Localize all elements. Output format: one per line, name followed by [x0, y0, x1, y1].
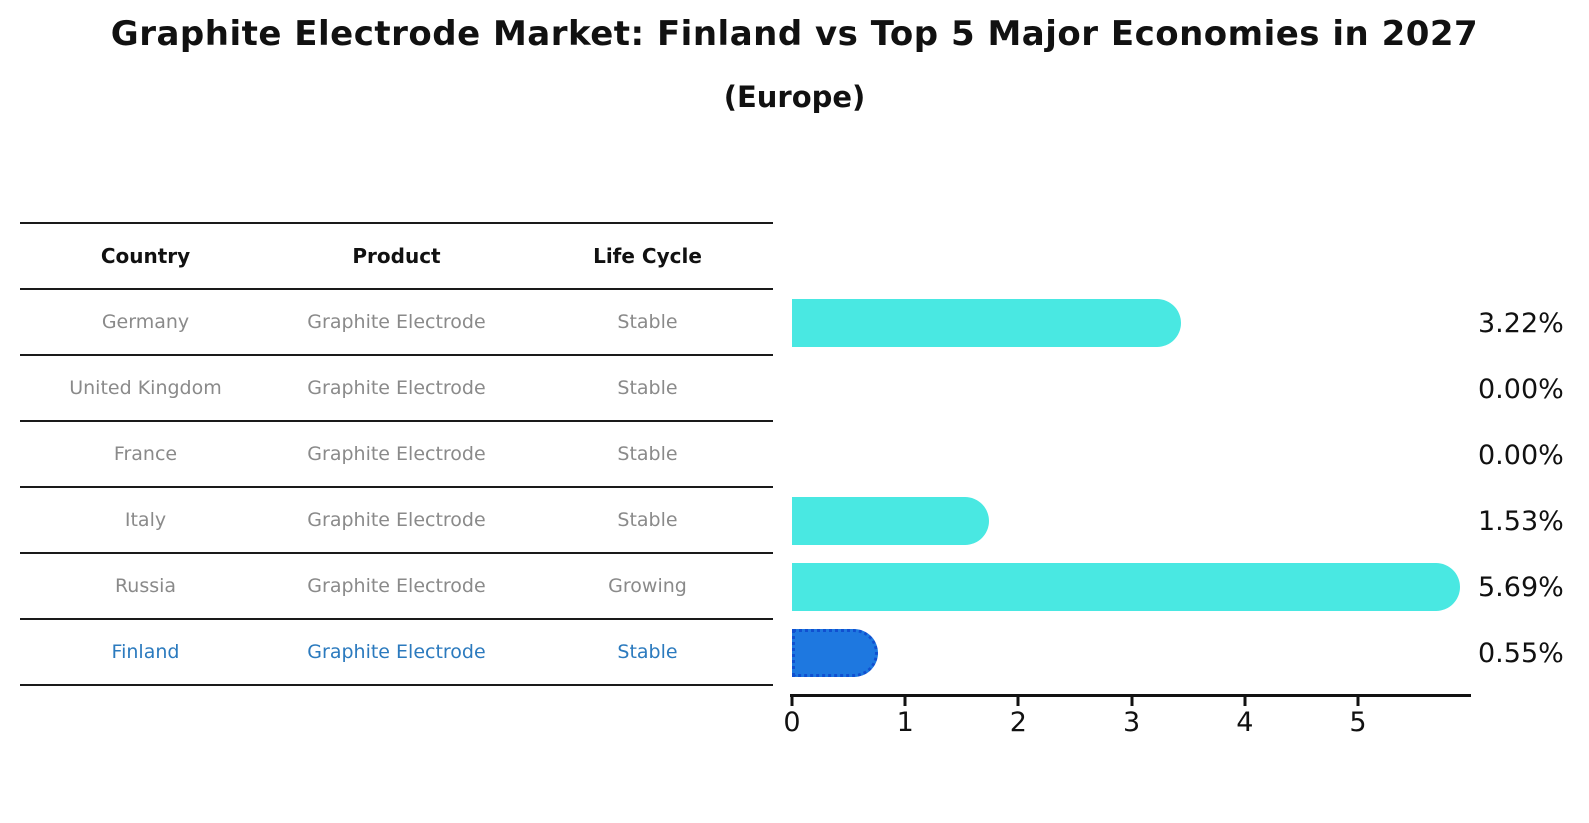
value-label: 1.53% — [1478, 505, 1564, 537]
x-tick-label: 5 — [1349, 707, 1367, 738]
table-row: Germany Graphite Electrode Stable — [20, 290, 773, 356]
cell-country: France — [113, 443, 178, 465]
x-tick-label: 3 — [1123, 707, 1141, 738]
table-body: Germany Graphite Electrode Stable United Ki… — [20, 290, 773, 686]
cell-life-cycle: Stable — [617, 311, 678, 333]
comparison-table: Country Product Life Cycle Germany Graphi… — [20, 222, 773, 686]
cell-life-cycle: Stable — [617, 509, 678, 531]
header-product: Product — [352, 244, 441, 268]
cell-country: Russia — [114, 575, 177, 597]
cell-country: United Kingdom — [69, 377, 222, 399]
cell-country: Italy — [124, 509, 167, 531]
header-life-cycle: Life Cycle — [593, 244, 702, 268]
value-label: 0.00% — [1478, 439, 1564, 471]
cell-product: Graphite Electrode — [307, 311, 486, 333]
cell-product: Graphite Electrode — [307, 377, 486, 399]
table-row: Finland Graphite Electrode Stable — [20, 620, 773, 686]
table-row: France Graphite Electrode Stable — [20, 422, 773, 488]
cell-country: Germany — [101, 311, 190, 333]
x-tick-mark — [1356, 695, 1360, 706]
value-label: 5.69% — [1478, 571, 1564, 603]
cell-life-cycle: Stable — [617, 443, 678, 465]
x-tick-mark — [790, 695, 794, 706]
x-tick-mark — [1016, 695, 1020, 706]
value-label: 0.00% — [1478, 373, 1564, 405]
bar-finland — [792, 629, 879, 677]
cell-product: Graphite Electrode — [307, 443, 486, 465]
x-tick-mark — [1243, 695, 1247, 706]
x-tick-label: 4 — [1236, 707, 1254, 738]
bar-russia — [792, 563, 1461, 611]
bar-italy — [792, 497, 990, 545]
bar-germany — [792, 299, 1181, 347]
value-label: 3.22% — [1478, 307, 1564, 339]
cell-product: Graphite Electrode — [307, 575, 486, 597]
cell-life-cycle: Growing — [608, 575, 687, 597]
x-tick-label: 2 — [1009, 707, 1027, 738]
table-row: United Kingdom Graphite Electrode Stable — [20, 356, 773, 422]
x-tick-mark — [903, 695, 907, 706]
header-country: Country — [100, 244, 191, 268]
cell-product: Graphite Electrode — [307, 641, 486, 663]
x-tick-mark — [1130, 695, 1134, 706]
chart-title: Graphite Electrode Market: Finland vs To… — [110, 14, 1479, 54]
cell-life-cycle: Stable — [617, 641, 678, 663]
x-tick-label: 1 — [896, 707, 914, 738]
cell-life-cycle: Stable — [617, 377, 678, 399]
cell-country: Finland — [111, 641, 180, 663]
table-row: Russia Graphite Electrode Growing — [20, 554, 773, 620]
x-tick-label: 0 — [783, 707, 801, 738]
table-row: Italy Graphite Electrode Stable — [20, 488, 773, 554]
value-label: 0.55% — [1478, 637, 1564, 669]
cell-product: Graphite Electrode — [307, 509, 486, 531]
table-header-row: Country Product Life Cycle — [20, 222, 773, 290]
chart-subtitle: (Europe) — [723, 80, 866, 114]
